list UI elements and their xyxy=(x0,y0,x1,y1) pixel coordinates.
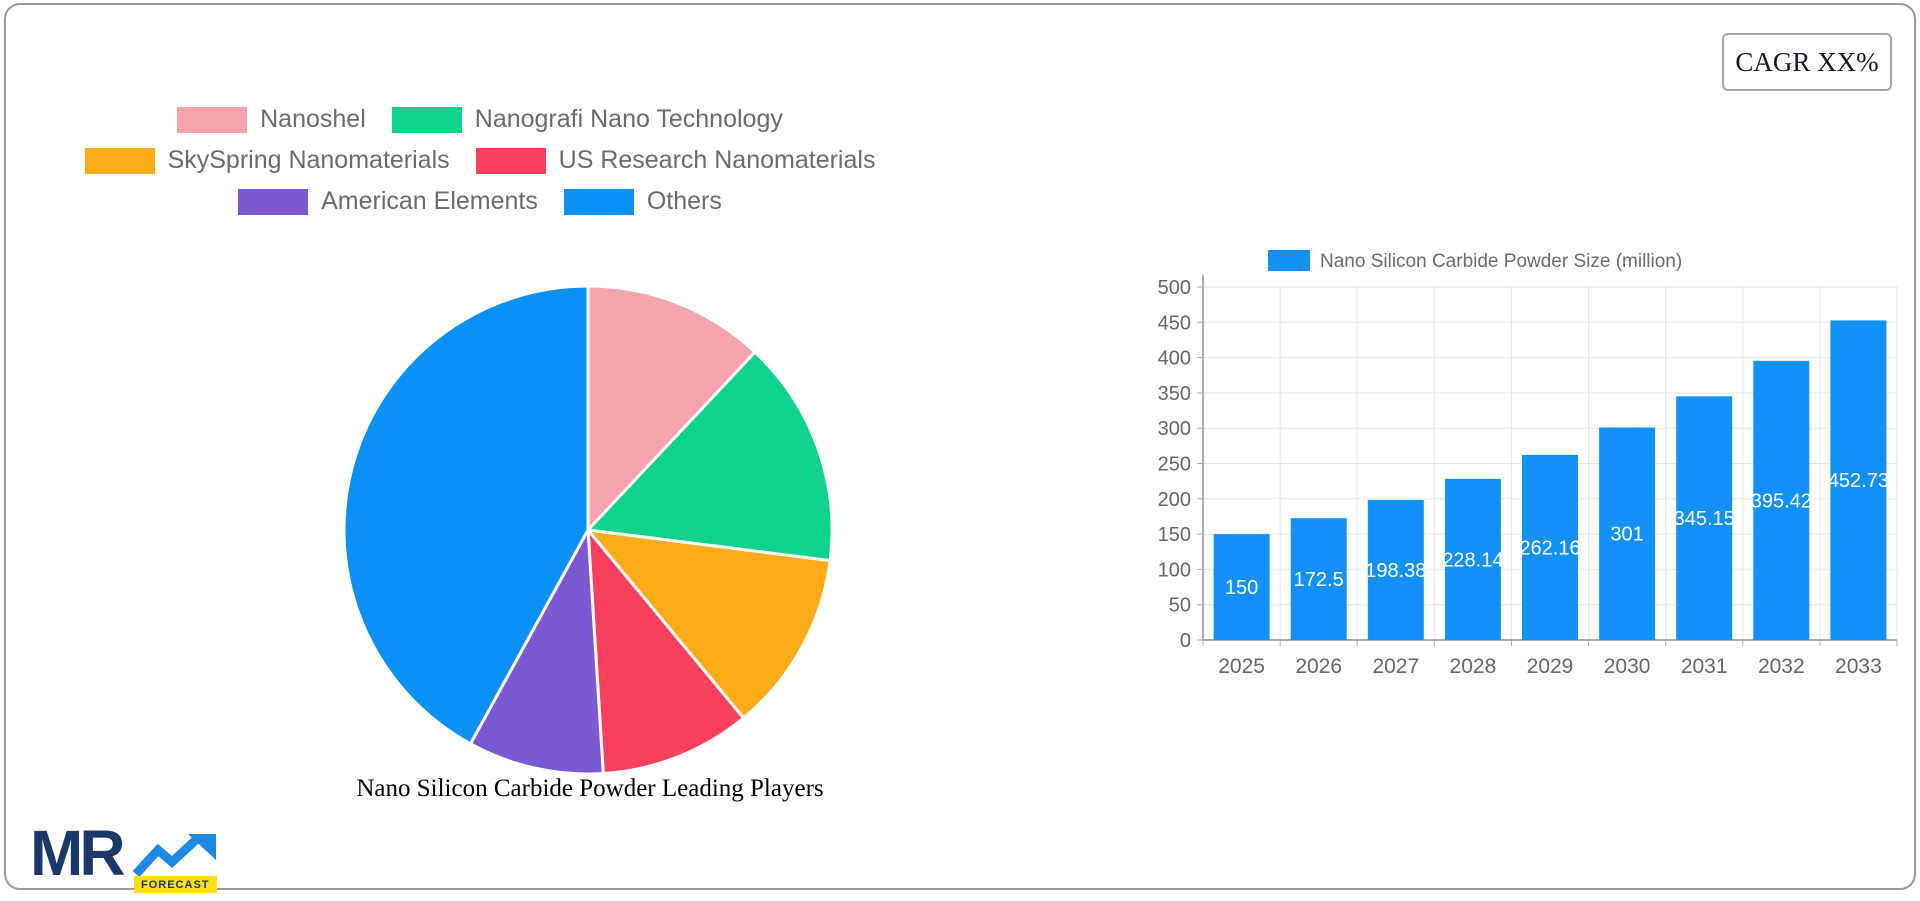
bar-2026[interactable] xyxy=(1290,518,1347,640)
legend-label: Others xyxy=(646,187,722,215)
pie-legend-item[interactable]: American Elements xyxy=(238,187,538,216)
pie-chart xyxy=(340,282,836,778)
bar-2032[interactable] xyxy=(1753,360,1810,640)
pie-slice-others[interactable] xyxy=(342,284,590,746)
logo-mrforecast: MR FORECAST xyxy=(30,817,220,896)
bar-chart: Nano Silicon Carbide Powder Size (millio… xyxy=(1140,243,1915,683)
legend-swatch xyxy=(475,147,546,174)
bar-2031[interactable] xyxy=(1676,396,1733,640)
bar-value-label: 228.14 xyxy=(1442,550,1503,572)
legend-label: SkySpring Nanomaterials xyxy=(167,146,450,174)
x-axis-tick-label: 2032 xyxy=(1758,655,1805,678)
legend-swatch xyxy=(84,147,155,174)
logo-forecast-badge: FORECAST xyxy=(134,876,217,893)
bar-value-label: 452.73 xyxy=(1828,470,1889,492)
cagr-label: CAGR XX% xyxy=(1735,46,1879,77)
bar-2025[interactable] xyxy=(1213,534,1270,640)
legend-swatch xyxy=(391,106,462,133)
pie-legend-item[interactable]: US Research Nanomaterials xyxy=(475,146,876,175)
y-axis-tick-label: 500 xyxy=(1158,277,1191,299)
logo-mr-text: MR xyxy=(30,817,126,889)
y-axis-tick-label: 300 xyxy=(1158,418,1191,440)
pie-legend-item[interactable]: Others xyxy=(563,187,722,216)
y-axis-tick-label: 100 xyxy=(1158,559,1191,581)
pie-slice-nanoshel[interactable] xyxy=(586,284,757,532)
pie-slice-skyspring-nanomaterials[interactable] xyxy=(586,528,832,720)
bar-2029[interactable] xyxy=(1522,454,1578,640)
pie-chart-title: Nano Silicon Carbide Powder Leading Play… xyxy=(356,775,824,802)
pie-legend: Nanoshel Nanografi Nano Technology SkySpri… xyxy=(60,99,900,222)
legend-label: Nanografi Nano Technology xyxy=(474,105,783,133)
pie-legend-item[interactable]: Nanografi Nano Technology xyxy=(391,105,783,134)
y-axis-tick-label: 400 xyxy=(1158,348,1191,370)
cagr-badge: CAGR XX% xyxy=(1722,33,1892,91)
legend-swatch xyxy=(238,188,309,215)
legend-swatch xyxy=(563,188,634,215)
x-axis-tick-label: 2025 xyxy=(1218,655,1265,678)
y-axis-tick-label: 0 xyxy=(1180,630,1191,652)
y-axis-tick-label: 150 xyxy=(1158,524,1191,546)
x-axis-tick-label: 2030 xyxy=(1604,655,1651,678)
bar-value-label: 172.5 xyxy=(1294,569,1344,591)
bar-2028[interactable] xyxy=(1444,478,1501,640)
y-axis-tick-label: 250 xyxy=(1158,454,1191,476)
legend-label: US Research Nanomaterials xyxy=(558,146,876,174)
bar-2027[interactable] xyxy=(1367,499,1424,640)
legend-swatch xyxy=(177,106,248,133)
y-axis-tick-label: 50 xyxy=(1169,595,1191,617)
x-axis-tick-label: 2029 xyxy=(1527,655,1574,678)
bar-legend[interactable]: Nano Silicon Carbide Powder Size (millio… xyxy=(1268,250,1682,272)
y-axis-tick-label: 200 xyxy=(1158,489,1191,511)
trend-arrow-icon xyxy=(132,834,216,878)
bar-2033[interactable] xyxy=(1830,320,1887,640)
x-axis-tick-label: 2031 xyxy=(1681,655,1728,678)
pie-slice-american-elements[interactable] xyxy=(468,528,605,776)
bar-value-label: 262.16 xyxy=(1519,538,1580,560)
x-axis-tick-label: 2028 xyxy=(1450,655,1497,678)
pie-slice-nanografi-nano-technology[interactable] xyxy=(586,350,834,563)
y-axis-tick-label: 450 xyxy=(1158,312,1191,334)
bar-value-label: 345.15 xyxy=(1674,508,1735,530)
bar-value-label: 198.38 xyxy=(1365,560,1426,582)
y-axis-tick-label: 350 xyxy=(1158,383,1191,405)
x-axis-tick-label: 2026 xyxy=(1295,655,1342,678)
x-axis-tick-label: 2027 xyxy=(1372,655,1419,678)
legend-label: American Elements xyxy=(321,187,538,215)
chart-card xyxy=(4,3,1916,890)
pie-legend-row: American Elements Others xyxy=(60,181,900,222)
bar-2030[interactable] xyxy=(1599,427,1656,641)
bar-legend-label: Nano Silicon Carbide Powder Size (millio… xyxy=(1320,251,1682,272)
legend-label: Nanoshel xyxy=(260,105,366,133)
x-axis-tick-label: 2033 xyxy=(1835,655,1882,678)
pie-slice-us-research-nanomaterials[interactable] xyxy=(586,528,746,776)
pie-legend-row: Nanoshel Nanografi Nano Technology xyxy=(60,99,900,140)
pie-legend-item[interactable]: Nanoshel xyxy=(177,105,366,134)
pie-legend-item[interactable]: SkySpring Nanomaterials xyxy=(84,146,450,175)
bar-value-label: 395.42 xyxy=(1751,490,1812,512)
pie-legend-row: SkySpring Nanomaterials US Research Nanom… xyxy=(60,140,900,181)
bar-value-label: 301 xyxy=(1610,524,1643,546)
bar-legend-swatch xyxy=(1268,250,1310,271)
bar-value-label: 150 xyxy=(1225,577,1258,599)
